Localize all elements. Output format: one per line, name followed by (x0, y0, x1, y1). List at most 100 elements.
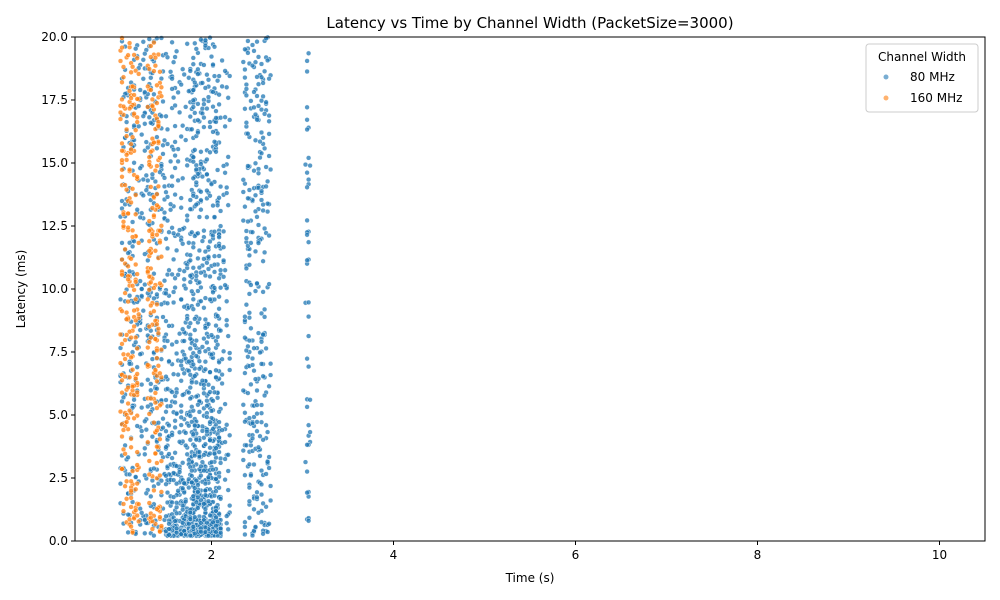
data-point (130, 64, 136, 70)
data-point (134, 174, 140, 180)
data-point (174, 510, 180, 516)
data-point (143, 139, 149, 145)
data-point (257, 139, 263, 145)
data-point (160, 416, 166, 422)
data-point (243, 81, 250, 88)
data-point (304, 469, 310, 475)
data-point (213, 367, 219, 373)
data-point (195, 288, 201, 294)
data-point (202, 295, 209, 301)
legend-label-160mhz: 160 MHz (910, 91, 962, 105)
data-point (133, 279, 139, 285)
data-point (151, 308, 157, 314)
data-point (146, 218, 152, 224)
data-point (207, 119, 213, 125)
data-point (146, 324, 152, 330)
data-point (178, 133, 184, 140)
data-point (260, 437, 266, 443)
data-point (174, 504, 180, 510)
data-point (262, 249, 268, 256)
data-point (133, 192, 139, 198)
data-point (154, 321, 160, 327)
data-point (119, 79, 125, 85)
data-point (216, 409, 222, 415)
data-point (243, 228, 250, 234)
data-point (181, 480, 187, 486)
data-point (192, 485, 198, 491)
data-point (123, 310, 130, 316)
data-point (134, 389, 140, 396)
data-point (180, 392, 186, 398)
data-point (123, 496, 130, 502)
data-point (130, 186, 136, 192)
data-point (222, 282, 228, 288)
data-point (207, 419, 213, 425)
data-point (157, 69, 163, 75)
data-point (252, 59, 259, 65)
data-point (134, 114, 140, 121)
data-point (142, 89, 148, 95)
data-point (306, 299, 312, 306)
data-point (164, 218, 171, 224)
data-point (137, 278, 143, 284)
data-point (163, 189, 169, 195)
data-point (245, 218, 251, 225)
data-point (158, 450, 165, 456)
data-point (172, 275, 178, 281)
data-point (242, 519, 248, 525)
data-point (263, 504, 269, 510)
data-point (204, 428, 210, 435)
data-point (139, 382, 145, 388)
data-point (211, 451, 218, 457)
data-point (254, 489, 260, 495)
data-point (137, 214, 143, 221)
data-point (202, 359, 209, 365)
data-point (211, 229, 218, 235)
data-point (134, 119, 140, 125)
data-point (122, 182, 128, 188)
data-point (258, 492, 265, 498)
data-point (128, 495, 134, 501)
data-point (242, 524, 248, 530)
data-point (193, 46, 199, 52)
data-point (195, 117, 201, 123)
data-point (117, 58, 124, 64)
data-point (211, 493, 218, 499)
data-point (155, 420, 162, 426)
data-point (158, 254, 165, 260)
data-point (125, 529, 131, 536)
data-point (119, 308, 125, 314)
data-point (190, 154, 196, 160)
data-point (224, 520, 230, 526)
data-point (161, 175, 168, 181)
data-point (168, 207, 174, 213)
data-point (177, 109, 183, 116)
data-point (216, 435, 222, 441)
data-point (190, 104, 196, 110)
data-point (252, 376, 259, 382)
data-point (127, 268, 133, 275)
data-point (122, 483, 128, 489)
data-point (178, 422, 184, 428)
data-point (222, 267, 228, 273)
data-point (198, 149, 204, 155)
data-point (154, 100, 160, 106)
data-point (195, 482, 201, 488)
data-point (175, 272, 181, 278)
data-point (128, 335, 134, 341)
data-point (219, 356, 225, 362)
data-point (245, 163, 251, 169)
data-point (198, 473, 204, 479)
y-tick-label: 15.0 (41, 156, 68, 170)
data-point (262, 145, 268, 152)
data-point (145, 345, 151, 351)
data-point (174, 339, 180, 345)
data-point (218, 208, 224, 214)
data-point (133, 211, 139, 217)
data-point (142, 530, 148, 536)
data-point (154, 163, 160, 169)
data-point (190, 306, 196, 312)
data-point (210, 289, 216, 295)
data-point (131, 415, 137, 421)
data-point (174, 481, 180, 487)
